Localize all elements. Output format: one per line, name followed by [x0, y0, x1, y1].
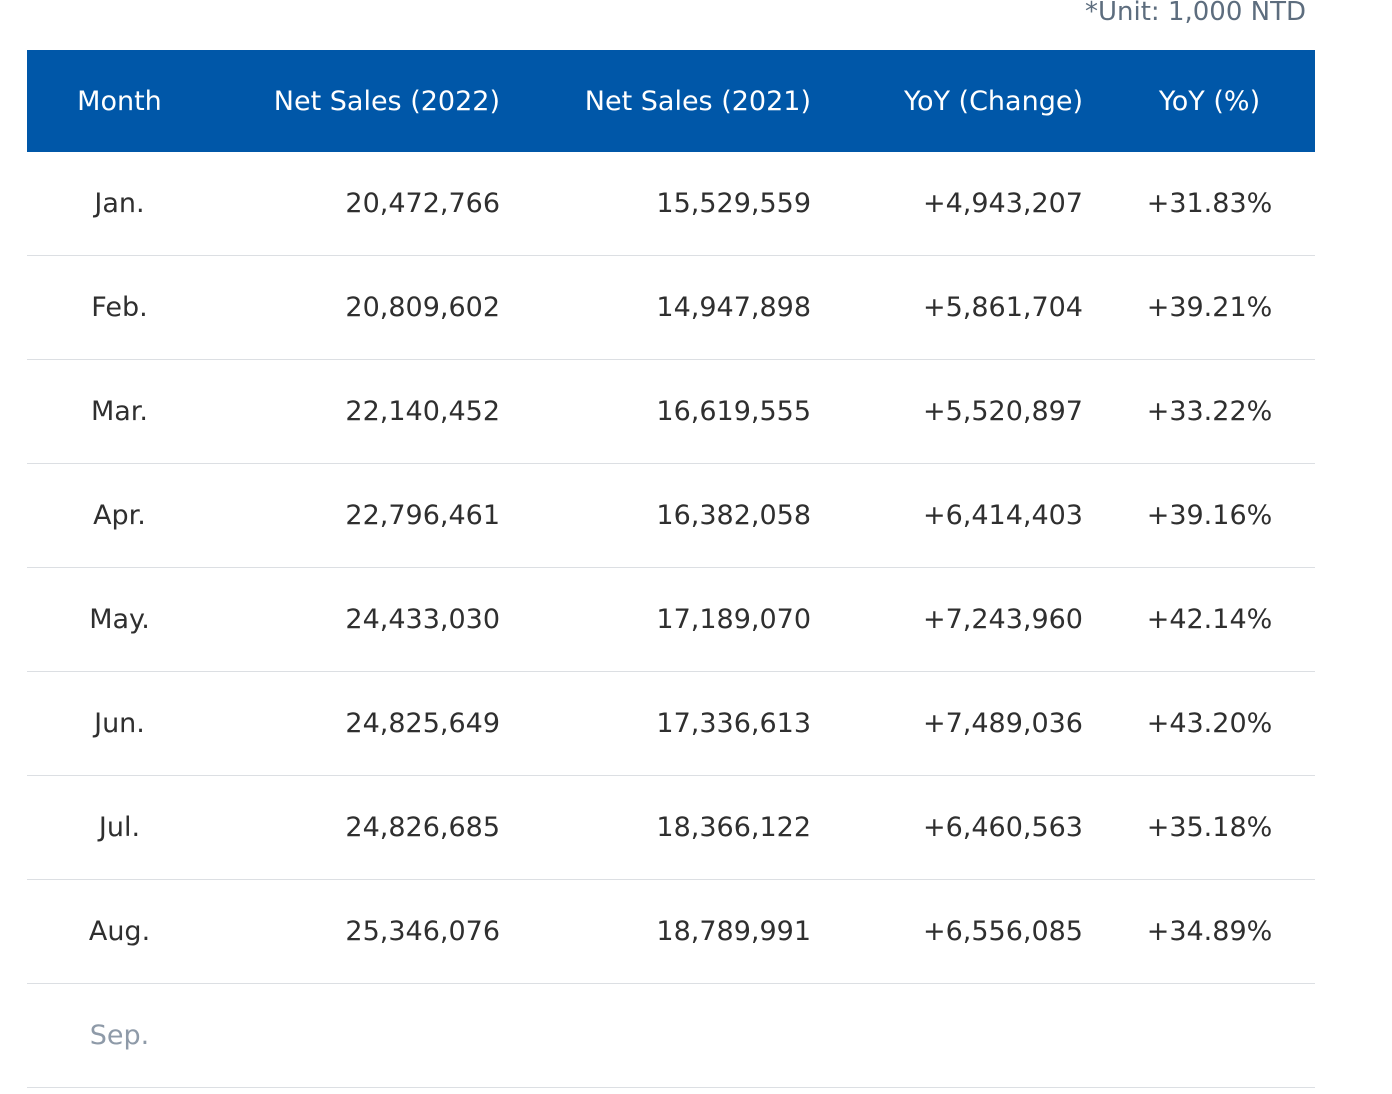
cell-yoy-percent: +31.83% [1114, 152, 1315, 256]
table-row: May. 24,433,030 17,189,070 +7,243,960 +4… [27, 567, 1315, 672]
header-net-sales-2021: Net Sales (2021) [532, 50, 843, 152]
table-row: Mar. 22,140,452 16,619,555 +5,520,897 +3… [27, 359, 1315, 464]
monthly-revenue-table: Month Net Sales (2022) Net Sales (2021) … [27, 50, 1315, 1088]
table-row: Jun. 24,825,649 17,336,613 +7,489,036 +4… [27, 671, 1315, 776]
cell-yoy-change: +6,414,403 [843, 463, 1114, 568]
cell-yoy-change: +4,943,207 [843, 152, 1114, 256]
cell-net-sales-2021: 16,382,058 [532, 463, 843, 568]
cell-net-sales-2021 [532, 983, 843, 1088]
cell-month: May. [27, 567, 212, 672]
cell-month: Sep. [27, 983, 212, 1088]
header-net-sales-2022: Net Sales (2022) [212, 50, 532, 152]
cell-yoy-change: +5,861,704 [843, 255, 1114, 360]
cell-net-sales-2021: 18,366,122 [532, 775, 843, 880]
table-row-pending: Sep. [27, 983, 1315, 1088]
cell-net-sales-2021: 17,189,070 [532, 567, 843, 672]
cell-yoy-change: +6,460,563 [843, 775, 1114, 880]
cell-yoy-percent: +39.16% [1114, 463, 1315, 568]
cell-net-sales-2021: 15,529,559 [532, 152, 843, 256]
cell-net-sales-2022: 25,346,076 [212, 879, 532, 984]
header-yoy-percent: YoY (%) [1114, 50, 1315, 152]
cell-net-sales-2022: 24,826,685 [212, 775, 532, 880]
cell-net-sales-2021: 18,789,991 [532, 879, 843, 984]
cell-net-sales-2022: 22,796,461 [212, 463, 532, 568]
table-row: Jul. 24,826,685 18,366,122 +6,460,563 +3… [27, 775, 1315, 880]
table-row: Jan. 20,472,766 15,529,559 +4,943,207 +3… [27, 152, 1315, 256]
unit-note: *Unit: 1,000 NTD [1085, 0, 1306, 27]
header-month: Month [27, 50, 212, 152]
cell-yoy-change: +6,556,085 [843, 879, 1114, 984]
cell-yoy-change: +7,243,960 [843, 567, 1114, 672]
cell-net-sales-2022: 22,140,452 [212, 359, 532, 464]
cell-net-sales-2022: 24,433,030 [212, 567, 532, 672]
cell-net-sales-2021: 17,336,613 [532, 671, 843, 776]
cell-net-sales-2022: 20,472,766 [212, 152, 532, 256]
cell-month: Feb. [27, 255, 212, 360]
cell-month: Mar. [27, 359, 212, 464]
table-row: Apr. 22,796,461 16,382,058 +6,414,403 +3… [27, 463, 1315, 568]
cell-net-sales-2021: 16,619,555 [532, 359, 843, 464]
table-row: Aug. 25,346,076 18,789,991 +6,556,085 +3… [27, 879, 1315, 984]
cell-yoy-percent: +39.21% [1114, 255, 1315, 360]
cell-yoy-percent: +34.89% [1114, 879, 1315, 984]
cell-net-sales-2022: 20,809,602 [212, 255, 532, 360]
cell-yoy-percent: +35.18% [1114, 775, 1315, 880]
cell-month: Apr. [27, 463, 212, 568]
cell-net-sales-2022 [212, 983, 532, 1088]
cell-month: Jul. [27, 775, 212, 880]
cell-month: Jan. [27, 152, 212, 256]
cell-yoy-percent: +33.22% [1114, 359, 1315, 464]
cell-yoy-change: +5,520,897 [843, 359, 1114, 464]
table-row: Feb. 20,809,602 14,947,898 +5,861,704 +3… [27, 255, 1315, 360]
cell-yoy-change: +7,489,036 [843, 671, 1114, 776]
cell-yoy-percent: +42.14% [1114, 567, 1315, 672]
table-header-row: Month Net Sales (2022) Net Sales (2021) … [27, 50, 1315, 152]
cell-net-sales-2021: 14,947,898 [532, 255, 843, 360]
cell-yoy-percent: +43.20% [1114, 671, 1315, 776]
cell-yoy-change [843, 983, 1114, 1088]
cell-yoy-percent [1114, 983, 1315, 1088]
header-yoy-change: YoY (Change) [843, 50, 1114, 152]
cell-month: Jun. [27, 671, 212, 776]
cell-month: Aug. [27, 879, 212, 984]
cell-net-sales-2022: 24,825,649 [212, 671, 532, 776]
